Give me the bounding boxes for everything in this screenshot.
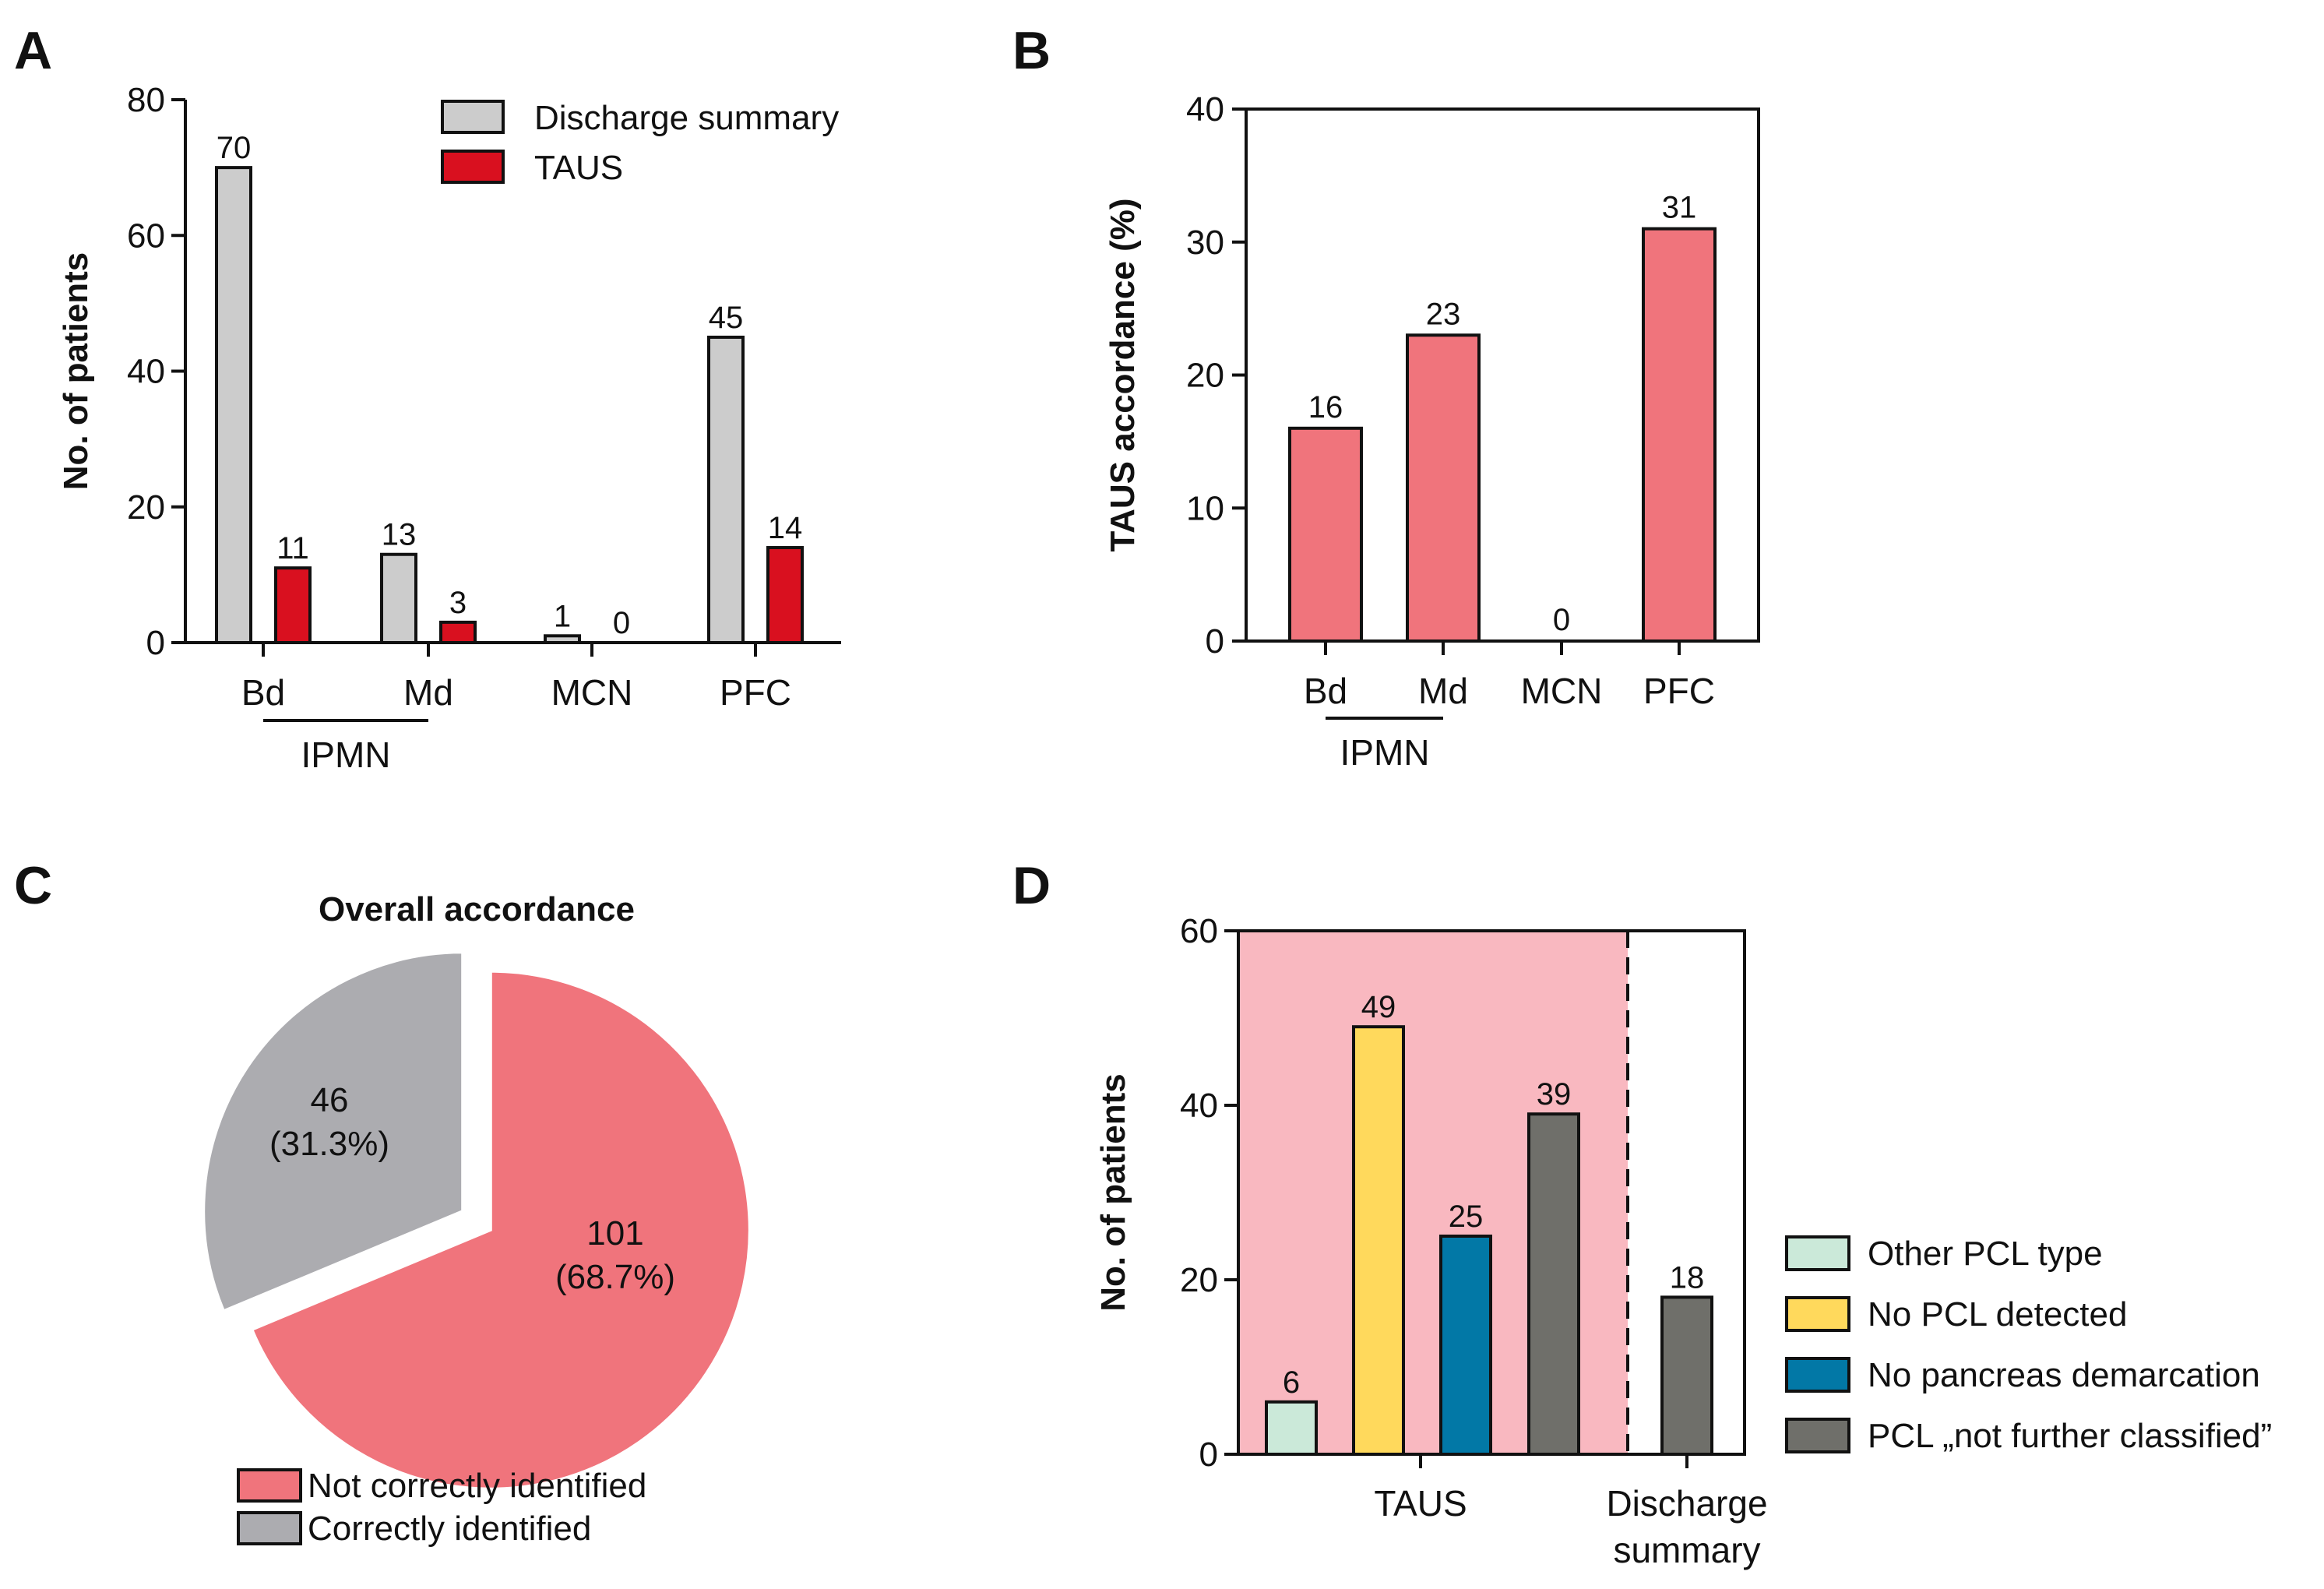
chart-d-group-label-taus: TAUS <box>1374 1483 1467 1524</box>
chart-b-bar-md <box>1406 333 1481 643</box>
chart-a-y-tick-label: 80 <box>127 81 165 119</box>
chart-a-value-label: 1 <box>554 599 571 633</box>
chart-b-y-tick-label: 20 <box>1186 357 1224 395</box>
chart-a-bar-discharge-summary-pfc <box>707 335 745 644</box>
chart-d-y-tick-label: 0 <box>1199 1436 1218 1474</box>
chart-d-value-label: 18 <box>1670 1260 1705 1295</box>
chart-d-bar-taus-no-pcl-detected <box>1352 1025 1405 1456</box>
chart-d-group-label-discharge-summary: summary <box>1613 1530 1760 1570</box>
chart-a-y-tick-label: 0 <box>146 624 165 662</box>
panel-letter-a: A <box>14 21 52 80</box>
chart-a-value-label: 3 <box>449 586 467 620</box>
chart-c-legend-label-correctly-identified: Correctly identified <box>308 1510 591 1548</box>
chart-d-bar-chart: 0 20 40 60 No. of patients 6 49 25 39 18 TAUS Disch… <box>1094 912 2272 1570</box>
chart-a-y-tick-label: 60 <box>127 217 165 255</box>
chart-d-legend-swatch-no-pcl-detected <box>1785 1296 1850 1332</box>
chart-c-legend-swatch-correctly-identified <box>237 1511 302 1545</box>
chart-c-slice-percent-label: (31.3%) <box>269 1125 389 1163</box>
chart-b-y-tick-label: 30 <box>1186 224 1224 262</box>
chart-a-bar-taus-bd <box>274 566 312 644</box>
chart-b-value-label: 23 <box>1426 297 1461 331</box>
chart-a-value-label: 13 <box>382 518 417 552</box>
chart-b-bar-bd <box>1288 426 1363 643</box>
chart-d-legend-label-pcl-not-further-classified: PCL „not further classified” <box>1868 1417 2272 1455</box>
chart-a-y-axis-label: No. of patients <box>57 252 95 491</box>
chart-a-category-label-md: Md <box>403 672 453 713</box>
chart-a-y-tick-label: 40 <box>127 353 165 391</box>
chart-a-legend-swatch-discharge-summary <box>441 100 505 134</box>
chart-d-y-axis-label: No. of patients <box>1094 1073 1132 1312</box>
panel-letter-d: D <box>1012 856 1051 915</box>
chart-b-y-axis-label: TAUS accordance (%) <box>1104 199 1142 552</box>
chart-b-category-label-bd: Bd <box>1304 671 1347 711</box>
chart-a-legend-label-taus: TAUS <box>534 149 623 187</box>
chart-a-ipmn-label: IPMN <box>301 735 391 775</box>
chart-a-category-label-mcn: MCN <box>551 672 633 713</box>
chart-d-legend-label-other-pcl-type: Other PCL type <box>1868 1235 2103 1273</box>
chart-a-bar-discharge-summary-md <box>380 552 417 644</box>
chart-d-legend-label-no-pcl-detected: No PCL detected <box>1868 1295 2127 1334</box>
chart-c-slice-not-correctly-identified <box>250 970 751 1490</box>
panel-letter-c: C <box>14 856 52 915</box>
chart-a-bar-discharge-summary-mcn <box>544 634 581 644</box>
chart-a-value-label: 45 <box>709 301 744 335</box>
chart-a-value-label: 0 <box>613 606 630 640</box>
chart-b-value-label: 16 <box>1308 390 1343 425</box>
chart-a-value-label: 11 <box>276 531 309 565</box>
chart-a-bar-chart: 0 20 40 60 80 No. of patients Bd 70 11 Md 13 3 MCN 1 0… <box>57 81 841 775</box>
chart-a-category-label-bd: Bd <box>241 672 285 713</box>
chart-a-value-label: 14 <box>768 511 803 545</box>
chart-c-slice-count-label: 46 <box>311 1081 349 1119</box>
chart-b-category-label-md: Md <box>1418 671 1468 711</box>
chart-d-value-label: 49 <box>1361 990 1396 1024</box>
chart-d-bar-discharge-summary-pcl-not-further-classified <box>1660 1295 1713 1457</box>
chart-b-value-label: 31 <box>1662 191 1697 225</box>
chart-b-y-tick-label: 0 <box>1206 622 1224 661</box>
chart-d-value-label: 39 <box>1537 1077 1572 1112</box>
chart-a-bar-taus-md <box>439 620 477 644</box>
chart-c-legend-label-not-correctly-identified: Not correctly identified <box>308 1467 646 1505</box>
chart-d-bar-taus-other-pcl-type <box>1265 1400 1318 1457</box>
chart-c-slice-correctly-identified <box>202 951 464 1312</box>
chart-a-y-tick-label: 20 <box>127 488 165 527</box>
chart-a-bar-taus-pfc <box>766 546 804 645</box>
chart-c-slice-count-label: 101 <box>586 1214 643 1253</box>
chart-d-legend-swatch-other-pcl-type <box>1785 1235 1850 1271</box>
chart-b-y-tick-label: 10 <box>1186 489 1224 527</box>
chart-a-legend-label-discharge-summary: Discharge summary <box>534 99 839 137</box>
chart-b-category-label-pfc: PFC <box>1643 671 1715 711</box>
chart-d-legend-swatch-no-pancreas-demarcation <box>1785 1357 1850 1393</box>
chart-c-slice-percent-label: (68.7%) <box>555 1258 675 1296</box>
chart-d-value-label: 25 <box>1449 1200 1484 1234</box>
chart-a-category-label-pfc: PFC <box>720 672 791 713</box>
chart-b-category-label-mcn: MCN <box>1521 671 1603 711</box>
chart-a-legend-swatch-taus <box>441 150 505 184</box>
chart-b-value-label: 0 <box>1553 603 1570 637</box>
chart-a-value-label: 70 <box>217 131 252 165</box>
chart-d-bar-taus-pcl-not-further-classified <box>1527 1112 1580 1456</box>
chart-c-title: Overall accordance <box>319 890 635 928</box>
chart-c-legend-swatch-not-correctly-identified <box>237 1468 302 1503</box>
chart-c-pie-chart: Overall accordance 101 (68.7%) 46 (31.3%) Not… <box>202 890 751 1548</box>
chart-d-group-label-discharge-summary: Discharge <box>1606 1483 1767 1524</box>
chart-d-legend-swatch-pcl-not-further-classified <box>1785 1418 1850 1453</box>
chart-b-ipmn-label: IPMN <box>1340 732 1430 773</box>
chart-d-legend-label-no-pancreas-demarcation: No pancreas demarcation <box>1868 1356 2260 1394</box>
chart-a-bar-discharge-summary-bd <box>215 166 252 644</box>
chart-b-bar-chart: 0 10 20 30 40 TAUS accordance (%) Bd 16 Md 23 MCN 0… <box>1104 90 1760 773</box>
panel-letter-b: B <box>1012 21 1051 80</box>
chart-d-y-tick-label: 40 <box>1180 1087 1218 1125</box>
chart-d-y-tick-label: 20 <box>1180 1261 1218 1299</box>
chart-b-bar-pfc <box>1642 227 1717 643</box>
chart-d-bar-taus-no-pancreas-demarcation <box>1439 1235 1492 1456</box>
chart-b-y-tick-label: 40 <box>1186 90 1224 129</box>
chart-d-y-tick-label: 60 <box>1180 912 1218 950</box>
chart-d-value-label: 6 <box>1283 1365 1300 1400</box>
